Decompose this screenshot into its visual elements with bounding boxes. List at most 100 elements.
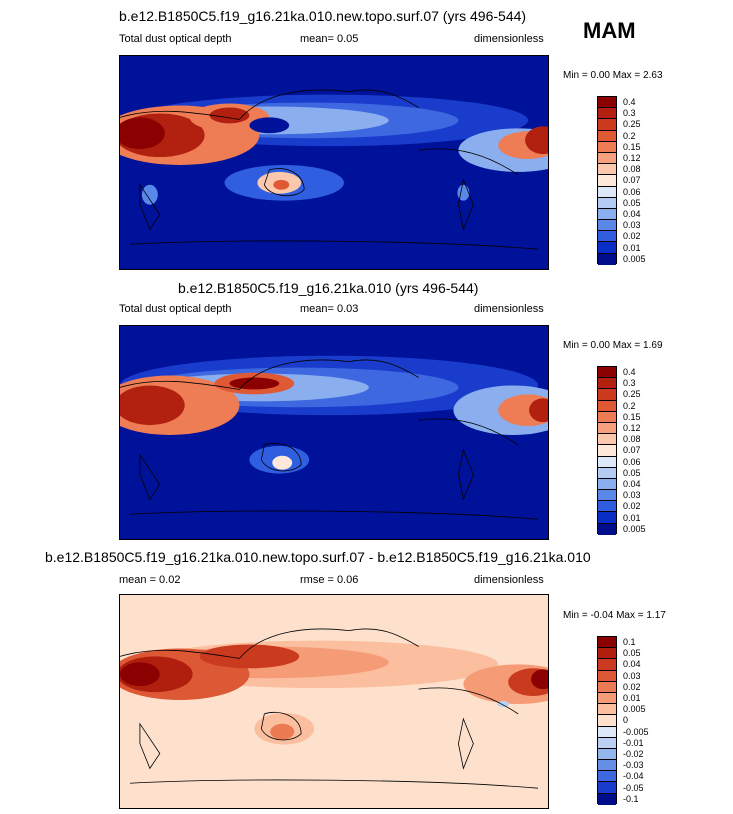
colorbar-label: 0.2 — [623, 130, 636, 141]
colorbar-swatches — [597, 636, 617, 805]
season-label: MAM — [583, 18, 636, 43]
colorbar-swatch — [598, 748, 616, 761]
colorbar-label: 0 — [623, 715, 629, 726]
colorbar-swatch — [598, 467, 616, 479]
colorbar-swatch — [598, 737, 616, 749]
colorbar-label: 0.25 — [623, 389, 641, 400]
colorbar-swatches — [597, 366, 617, 535]
colorbar-label: 0.03 — [623, 220, 641, 231]
colorbar-label: 0.04 — [623, 209, 641, 219]
colorbar-label: 0.005 — [623, 704, 646, 715]
colorbar-label: 0.04 — [623, 479, 641, 489]
colorbar-label: 0.25 — [623, 119, 641, 130]
colorbar-label: 0.3 — [623, 108, 636, 119]
panel-2-title: b.e12.B1850C5.f19_g16.21ka.010 (yrs 496-… — [178, 280, 479, 296]
colorbar-swatch — [598, 422, 616, 435]
colorbar-swatch — [598, 130, 616, 142]
panel-3-title: b.e12.B1850C5.f19_g16.21ka.010.new.topo.… — [45, 549, 591, 565]
colorbar-label: 0.02 — [623, 231, 641, 242]
colorbar-swatch — [598, 434, 616, 446]
colorbar-swatch — [598, 175, 616, 187]
colorbar-label: 0.2 — [623, 400, 636, 411]
colorbar-swatch — [598, 152, 616, 165]
colorbar-swatch — [598, 670, 616, 682]
panel-2-mean-label: mean= 0.03 — [300, 303, 359, 315]
panel-3-units-label: dimensionless — [474, 574, 544, 586]
colorbar-label: 0.07 — [623, 175, 641, 186]
colorbar-label: -0.01 — [623, 737, 644, 748]
colorbar-label: 0.005 — [623, 523, 646, 534]
colorbar-swatch — [598, 367, 616, 379]
colorbar-swatch — [598, 378, 616, 390]
colorbar-swatch — [598, 478, 616, 491]
colorbar-swatch — [598, 782, 616, 794]
colorbar-label: 0.06 — [623, 186, 641, 197]
panel-3-colorbar: 0.1 0.05 0.04 0.03 0.02 0.01 0.005 0 -0.005 -0.01… — [597, 636, 677, 805]
colorbar-swatch — [598, 400, 616, 412]
colorbar-label: -0.005 — [623, 726, 649, 737]
colorbar-swatch — [598, 490, 616, 502]
colorbar-swatch — [598, 220, 616, 232]
colorbar-label: 0.01 — [623, 242, 641, 253]
colorbar-swatch — [598, 704, 616, 716]
colorbar-label: 0.3 — [623, 378, 636, 389]
colorbar-swatch — [598, 512, 616, 524]
colorbar-label: 0.15 — [623, 141, 641, 152]
colorbar-swatch — [598, 648, 616, 660]
panel-1-units-label: dimensionless — [474, 33, 544, 45]
panel-2-map — [119, 325, 549, 540]
colorbar-swatch — [598, 681, 616, 693]
colorbar-swatch — [598, 726, 616, 738]
colorbar-label: 0.12 — [623, 153, 641, 163]
colorbar-swatch — [598, 692, 616, 705]
colorbar-swatch — [598, 793, 616, 805]
colorbar-label: -0.1 — [623, 793, 639, 804]
colorbar-label: 0.08 — [623, 434, 641, 445]
panel-2-map-svg — [120, 326, 548, 539]
colorbar-label: 0.4 — [623, 367, 636, 377]
colorbar-swatch — [598, 119, 616, 131]
colorbar-label: 0.05 — [623, 467, 641, 478]
colorbar-label: 0.005 — [623, 253, 646, 264]
colorbar-swatch — [598, 97, 616, 109]
colorbar-label: 0.06 — [623, 456, 641, 467]
colorbar-swatch — [598, 637, 616, 649]
panel-1-map-svg — [120, 56, 548, 269]
colorbar-label: 0.05 — [623, 197, 641, 208]
colorbar-swatch — [598, 715, 616, 727]
colorbar-swatch — [598, 771, 616, 783]
colorbar-label: 0.1 — [623, 637, 636, 647]
panel-3-rmse-label: rmse = 0.06 — [300, 574, 359, 586]
colorbar-swatch — [598, 501, 616, 513]
colorbar-swatch — [598, 208, 616, 221]
colorbar-label: 0.01 — [623, 693, 641, 703]
colorbar-swatch — [598, 389, 616, 401]
colorbar-label: 0.02 — [623, 681, 641, 692]
colorbar-label: 0.02 — [623, 501, 641, 512]
panel-2-units-label: dimensionless — [474, 303, 544, 315]
colorbar-swatch — [598, 231, 616, 243]
colorbar-label: 0.08 — [623, 164, 641, 175]
colorbar-label: 0.05 — [623, 648, 641, 659]
colorbar-label: -0.04 — [623, 771, 644, 782]
panel-3-map — [119, 594, 549, 809]
colorbar-label: 0.03 — [623, 670, 641, 681]
panel-3-map-svg — [120, 595, 548, 808]
colorbar-label: -0.05 — [623, 782, 644, 793]
panel-2-variable-label: Total dust optical depth — [119, 303, 232, 315]
colorbar-swatches — [597, 96, 617, 265]
panel-3-mean-label: mean = 0.02 — [119, 574, 181, 586]
panel-1-variable-label: Total dust optical depth — [119, 33, 232, 45]
panel-1-title: b.e12.B1850C5.f19_g16.21ka.010.new.topo.… — [119, 8, 527, 24]
colorbar-label: 0.01 — [623, 512, 641, 523]
colorbar-swatch — [598, 141, 616, 153]
panel-1-colorbar: 0.4 0.3 0.25 0.2 0.15 0.12 0.08 0.07 0.06 0.05 0.0… — [597, 96, 677, 265]
colorbar-swatch — [598, 411, 616, 423]
panel-2-minmax: Min = 0.00 Max = 1.69 — [563, 340, 663, 351]
panel-1-mean-label: mean= 0.05 — [300, 33, 359, 45]
panel-1-map — [119, 55, 549, 270]
colorbar-label: 0.04 — [623, 659, 641, 670]
colorbar-swatch — [598, 108, 616, 120]
panel-2-colorbar: 0.4 0.3 0.25 0.2 0.15 0.12 0.08 0.07 0.06 0.05 0.0… — [597, 366, 677, 535]
colorbar-label: 0.03 — [623, 490, 641, 501]
